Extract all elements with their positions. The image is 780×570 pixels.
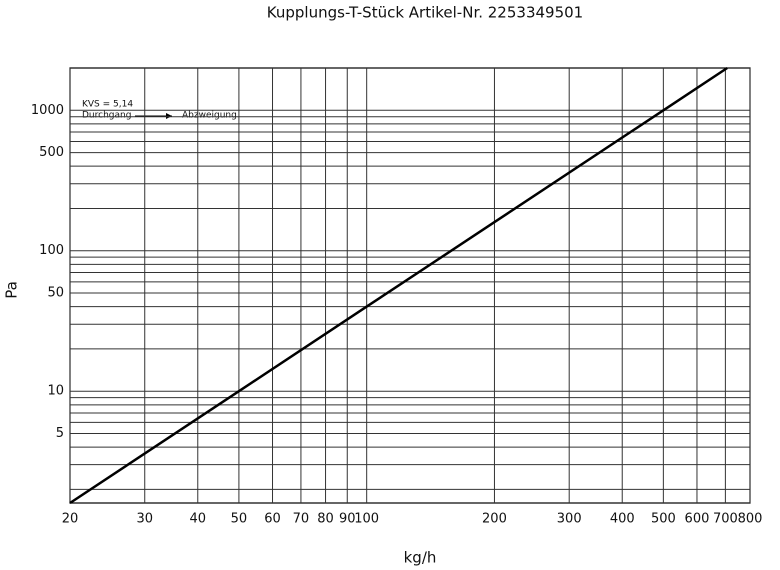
x-tick-label: 500 — [651, 512, 676, 527]
y-tick-label: 500 — [39, 145, 64, 160]
x-tick-label: 50 — [231, 512, 248, 527]
x-tick-label: 200 — [482, 512, 507, 527]
x-tick-label: 60 — [264, 512, 281, 527]
chart-title: Kupplungs-T-Stück Artikel-Nr. 2253349501 — [267, 4, 583, 22]
x-tick-label: 300 — [557, 512, 582, 527]
plot-frame — [69, 67, 751, 504]
x-tick-label: 700 — [713, 512, 738, 527]
x-tick-label: 400 — [610, 512, 635, 527]
annotation: KVS = 5,14 — [82, 100, 133, 110]
x-tick-label: 20 — [62, 512, 79, 527]
data-line — [69, 66, 728, 505]
x-tick-label: 800 — [738, 512, 763, 527]
x-tick-label: 40 — [189, 512, 206, 527]
x-tick-label: 90 — [339, 512, 356, 527]
y-tick-label: 10 — [47, 384, 64, 399]
annotation: Durchgang — [82, 111, 131, 121]
y-tick-label: 50 — [47, 286, 64, 301]
x-tick-label: 80 — [317, 512, 334, 527]
x-tick-label: 100 — [354, 512, 379, 527]
x-axis-label: kg/h — [404, 549, 437, 567]
x-tick-label: 600 — [685, 512, 710, 527]
y-tick-label: 5 — [56, 426, 64, 441]
x-tick-label: 70 — [293, 512, 310, 527]
annotation: Abzweigung — [182, 111, 237, 121]
annotation-arrowhead — [166, 113, 172, 119]
y-axis-label: Pa — [3, 281, 21, 299]
y-tick-label: 100 — [39, 243, 64, 258]
y-tick-label: 1000 — [31, 103, 64, 118]
x-tick-label: 30 — [136, 512, 153, 527]
